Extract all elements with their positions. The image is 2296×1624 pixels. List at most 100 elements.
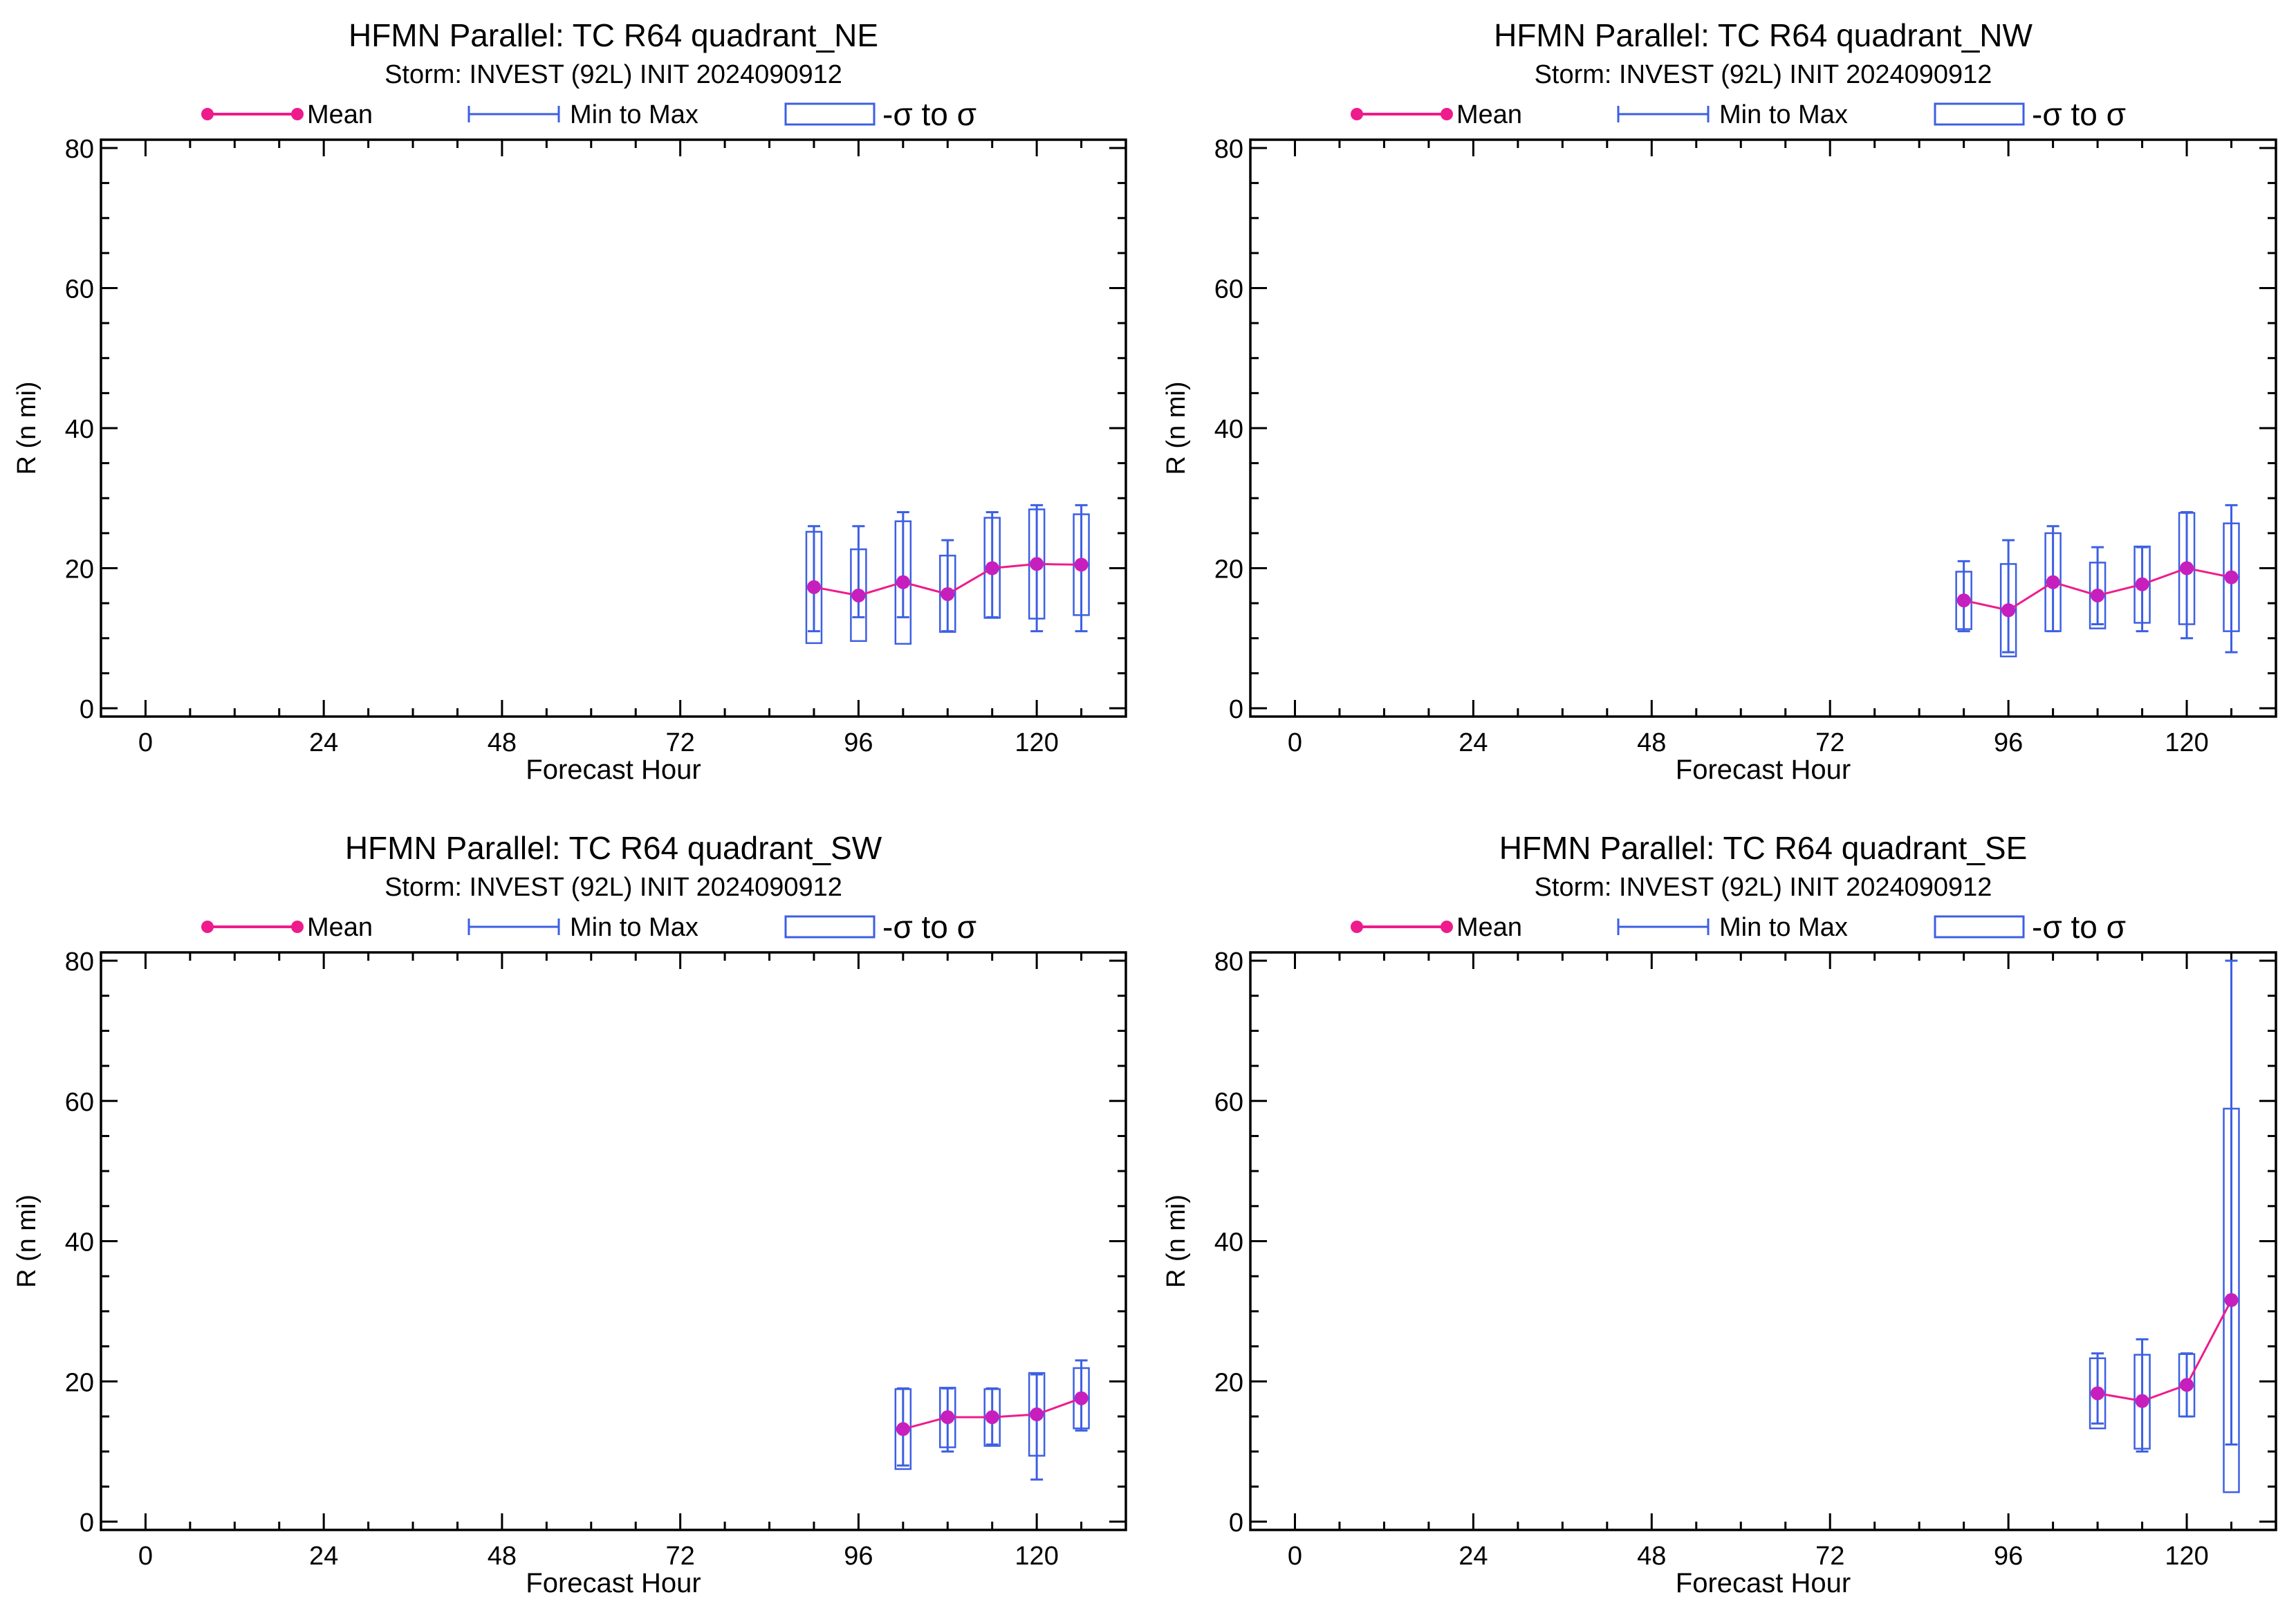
- mean-point: [2046, 575, 2060, 589]
- y-tick-label: 0: [1229, 1508, 1243, 1538]
- x-tick-label: 24: [1459, 1542, 1488, 1571]
- x-tick-label: 96: [1994, 1542, 2023, 1571]
- y-tick-label: 40: [65, 415, 94, 444]
- legend-mean-label: Mean: [1456, 913, 1522, 942]
- mean-point: [1030, 1407, 1044, 1421]
- mean-point: [896, 1422, 910, 1437]
- legend-sigma-label: -σ to σ: [882, 909, 976, 945]
- y-tick-label: 20: [65, 555, 94, 584]
- y-axis-label: R (n mi): [1162, 381, 1191, 474]
- legend-sigma-label: -σ to σ: [2032, 909, 2126, 945]
- x-tick-label: 0: [138, 1542, 153, 1571]
- y-tick-label: 0: [80, 1508, 94, 1538]
- legend: Mean Min to Max -σ to σ: [1351, 909, 2126, 945]
- legend-minmax-label: Min to Max: [1719, 913, 1848, 942]
- legend: Mean Min to Max -σ to σ: [1351, 96, 2126, 132]
- y-tick-label: 80: [65, 135, 94, 164]
- legend-sigma-box: [1934, 102, 2025, 126]
- x-tick-label: 24: [309, 1542, 338, 1571]
- mean-point: [1074, 1391, 1089, 1405]
- panel-nw: HFMN Parallel: TC R64 quadrant_NW Storm:…: [1162, 17, 2277, 785]
- mean-point: [1074, 557, 1089, 572]
- y-tick-label: 20: [65, 1368, 94, 1397]
- y-tick-label: 40: [1214, 1228, 1243, 1257]
- legend-sigma-label: -σ to σ: [2032, 96, 2126, 132]
- mean-line: [2097, 1299, 2232, 1403]
- chart-subtitle: Storm: INVEST (92L) INIT 2024090912: [1535, 60, 1992, 89]
- mean-point: [2091, 588, 2105, 602]
- legend-sigma-box: [1934, 915, 2025, 939]
- x-tick-label: 72: [666, 728, 695, 757]
- x-tick-label: 48: [488, 728, 517, 757]
- mean-point: [1956, 593, 1971, 608]
- x-tick-label: 120: [1015, 1542, 1058, 1571]
- x-tick-label: 24: [1459, 728, 1488, 757]
- y-axis-label: R (n mi): [1162, 1194, 1191, 1288]
- mean-point: [941, 1410, 955, 1424]
- y-tick-label: 20: [1214, 1368, 1243, 1397]
- y-axis-label: R (n mi): [12, 381, 41, 474]
- mean-point: [2180, 561, 2194, 575]
- y-tick-label: 80: [1214, 948, 1243, 977]
- x-tick-label: 48: [1637, 1542, 1666, 1571]
- x-tick-label: 96: [844, 1542, 873, 1571]
- mean-point: [2091, 1386, 2105, 1401]
- legend-minmax-label: Min to Max: [570, 913, 698, 942]
- mean-point: [806, 580, 821, 594]
- chart-subtitle: Storm: INVEST (92L) INIT 2024090912: [1535, 873, 1992, 902]
- x-axis-label: Forecast Hour: [1676, 755, 1851, 785]
- y-tick-label: 0: [1229, 695, 1243, 724]
- chart-title: HFMN Parallel: TC R64 quadrant_SE: [1499, 830, 2028, 866]
- x-tick-label: 120: [1015, 728, 1058, 757]
- legend: Mean Min to Max -σ to σ: [201, 96, 976, 132]
- mean-point: [2180, 1378, 2194, 1392]
- legend-minmax-label: Min to Max: [570, 100, 698, 129]
- y-tick-label: 60: [1214, 1088, 1243, 1117]
- x-tick-label: 72: [1815, 1542, 1844, 1571]
- x-tick-label: 72: [666, 1542, 695, 1571]
- legend-mean-marker: [201, 108, 214, 120]
- panel-sw: HFMN Parallel: TC R64 quadrant_SW Storm:…: [12, 830, 1127, 1598]
- x-axis-label: Forecast Hour: [526, 1568, 701, 1598]
- mean-point: [941, 587, 955, 601]
- mean-point: [2224, 570, 2239, 584]
- x-axis-label: Forecast Hour: [1676, 1568, 1851, 1598]
- chart-title: HFMN Parallel: TC R64 quadrant_SW: [345, 830, 882, 866]
- mean-point: [985, 561, 999, 575]
- y-tick-label: 60: [65, 275, 94, 304]
- chart-title: HFMN Parallel: TC R64 quadrant_NW: [1494, 17, 2033, 53]
- x-tick-label: 0: [1288, 728, 1302, 757]
- legend-mean-label: Mean: [307, 913, 373, 942]
- legend: Mean Min to Max -σ to σ: [201, 909, 976, 945]
- y-tick-label: 40: [65, 1228, 94, 1257]
- legend-mean-marker: [291, 921, 304, 933]
- mean-point: [2224, 1293, 2239, 1307]
- x-tick-label: 96: [1994, 728, 2023, 757]
- x-tick-label: 120: [2165, 728, 2208, 757]
- mean-point: [2135, 577, 2149, 591]
- legend-sigma-box: [784, 102, 876, 126]
- y-axis-label: R (n mi): [12, 1194, 41, 1288]
- x-tick-label: 48: [488, 1542, 517, 1571]
- x-tick-label: 96: [844, 728, 873, 757]
- x-tick-label: 24: [309, 728, 338, 757]
- y-tick-label: 80: [1214, 135, 1243, 164]
- legend-sigma-box: [784, 915, 876, 939]
- legend-mean-label: Mean: [307, 100, 373, 129]
- panel-ne: HFMN Parallel: TC R64 quadrant_NE Storm:…: [12, 17, 1127, 785]
- legend-mean-marker: [1351, 921, 1363, 933]
- chart-title: HFMN Parallel: TC R64 quadrant_NE: [349, 17, 878, 53]
- legend-mean-marker: [1441, 921, 1453, 933]
- mean-point: [985, 1410, 999, 1424]
- x-tick-label: 120: [2165, 1542, 2208, 1571]
- y-tick-label: 60: [65, 1088, 94, 1117]
- mean-point: [896, 575, 910, 589]
- chart-subtitle: Storm: INVEST (92L) INIT 2024090912: [385, 873, 842, 902]
- x-tick-label: 72: [1815, 728, 1844, 757]
- legend-minmax-label: Min to Max: [1719, 100, 1848, 129]
- legend-mean-marker: [291, 108, 304, 120]
- x-tick-label: 0: [1288, 1542, 1302, 1571]
- legend-mean-marker: [1441, 108, 1453, 120]
- chart-subtitle: Storm: INVEST (92L) INIT 2024090912: [385, 60, 842, 89]
